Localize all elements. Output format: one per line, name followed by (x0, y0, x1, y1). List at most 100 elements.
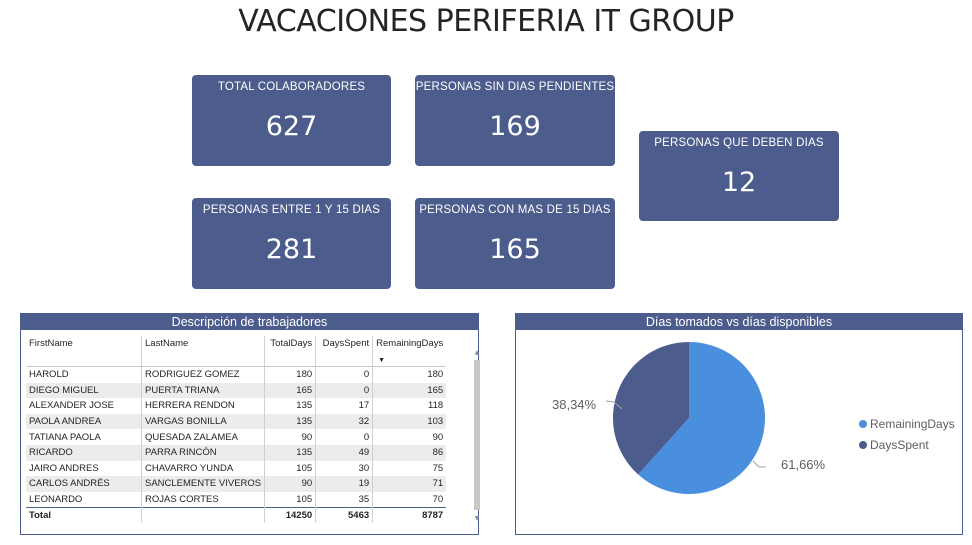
scrollbar-thumb[interactable] (474, 360, 480, 510)
card-label: PERSONAS CON MAS DE 15 DIAS (419, 204, 611, 216)
cell-firstname: PAOLA ANDREA (26, 413, 142, 430)
cell-daysspent: 49 (315, 444, 374, 461)
legend-item-daysspent[interactable]: DaysSpent (859, 438, 929, 452)
table-scrollbar[interactable]: ▲ ▼ (474, 350, 480, 522)
cell-firstname: ALEXANDER JOSE (26, 398, 142, 414)
column-header-label: RemainingDays (376, 338, 444, 349)
cell-remainingdays: 70 (432, 494, 444, 506)
cell-lastname: ROJAS CORTES (141, 491, 266, 508)
total-daysspent: 5463 (315, 507, 374, 524)
cell-remainingdays: 180 (427, 369, 444, 381)
total-totaldays: 14250 (264, 507, 317, 524)
leader-line-daysspent (605, 400, 623, 410)
table-row[interactable]: RICARDO PARRA RINCÓN 135 49 86 (26, 444, 447, 461)
total-remainingdays: 8787 (372, 507, 447, 524)
card-label: PERSONAS SIN DIAS PENDIENTES (415, 81, 615, 93)
card-label: TOTAL COLABORADORES (217, 81, 366, 93)
table-row[interactable]: JAIRO ANDRES CHAVARRO YUNDA 105 30 75 (26, 460, 446, 477)
cell-daysspent: 35 (315, 491, 374, 508)
column-header-lastname[interactable]: LastName (141, 336, 266, 367)
sort-descending-icon[interactable]: ▼ (378, 357, 386, 364)
cell-daysspent: 17 (315, 398, 374, 414)
cell-firstname: DIEGO MIGUEL (26, 382, 142, 399)
card-value: 627 (265, 111, 318, 142)
cell-firstname: LEONARDO (26, 491, 142, 508)
column-header-totaldays[interactable]: TotalDays (264, 336, 317, 367)
cell-remainingdays: 86 (372, 444, 447, 461)
cell-totaldays: 180 (264, 366, 317, 383)
cell-lastname: VARGAS BONILLA (141, 413, 266, 430)
legend-label: RemainingDays (870, 417, 955, 431)
card-value: 12 (721, 167, 757, 198)
scroll-up-icon[interactable]: ▲ (474, 349, 480, 356)
table-row[interactable]: PAOLA ANDREA VARGAS BONILLA 135 32 103 (26, 413, 447, 430)
cell-totaldays: 105 (264, 491, 317, 508)
card-label: PERSONAS ENTRE 1 Y 15 DIAS (202, 204, 381, 216)
cell-daysspent: 32 (315, 413, 374, 430)
card-entre-1-y-15-dias[interactable]: PERSONAS ENTRE 1 Y 15 DIAS 281 (192, 198, 391, 289)
table-row[interactable]: HAROLD RODRIGUEZ GOMEZ 180 0 180 (26, 366, 446, 383)
pie-chart (605, 342, 766, 494)
cell-lastname: QUESADA ZALAMEA (141, 429, 266, 445)
pie-label-remainingdays: 61,66% (781, 457, 826, 472)
cell-daysspent: 19 (315, 476, 374, 492)
total-label: Total (26, 507, 142, 524)
cell-totaldays: 135 (264, 413, 317, 430)
pie-chart-panel: Días tomados vs días disponibles 38,34% … (515, 313, 963, 535)
table-title: Descripción de trabajadores (21, 314, 478, 330)
card-mas-de-15-dias[interactable]: PERSONAS CON MAS DE 15 DIAS 165 (415, 198, 615, 289)
cell-remainingdays: 118 (428, 400, 444, 412)
cell-firstname: JAIRO ANDRES (26, 460, 142, 477)
table-row[interactable]: CARLOS ANDRÉS SANCLEMENTE VIVEROS 90 19 71 (26, 476, 447, 492)
scroll-down-icon[interactable]: ▼ (474, 515, 480, 522)
card-value: 281 (265, 234, 318, 265)
cell-daysspent: 0 (315, 366, 374, 383)
pie-label-daysspent: 38,34% (552, 397, 597, 412)
cell-remainingdays: 71 (372, 476, 447, 492)
legend-item-remainingdays[interactable]: RemainingDays (859, 417, 955, 431)
page-title: VACACIONES PERIFERIA IT GROUP (238, 4, 734, 39)
column-header-remainingdays[interactable]: RemainingDays ▼ (372, 336, 447, 367)
card-value: 169 (489, 111, 541, 142)
table-row[interactable]: LEONARDO ROJAS CORTES 105 35 70 (26, 491, 446, 508)
legend-dot-icon (859, 420, 867, 428)
card-sin-dias-pendientes[interactable]: PERSONAS SIN DIAS PENDIENTES 169 (415, 75, 615, 166)
cell-firstname: CARLOS ANDRÉS (26, 476, 142, 492)
column-header-daysspent[interactable]: DaysSpent (315, 336, 374, 367)
cell-lastname: PARRA RINCÓN (141, 444, 266, 461)
card-label: PERSONAS QUE DEBEN DIAS (654, 137, 824, 149)
cell-lastname: CHAVARRO YUNDA (141, 460, 266, 477)
cell-lastname: RODRIGUEZ GOMEZ (141, 366, 266, 383)
leader-line-remainingdays (752, 460, 766, 468)
cell-remainingdays: 165 (372, 382, 447, 399)
total-empty-cell (141, 507, 266, 524)
cell-firstname: TATIANA PAOLA (26, 429, 142, 445)
cell-firstname: HAROLD (26, 366, 142, 383)
table-row[interactable]: ALEXANDER JOSE HERRERA RENDON 135 17 118 (26, 398, 446, 414)
card-deben-dias[interactable]: PERSONAS QUE DEBEN DIAS 12 (639, 131, 839, 221)
table-row[interactable]: DIEGO MIGUEL PUERTA TRIANA 165 0 165 (26, 382, 447, 399)
pie-slice-daysspent[interactable] (613, 342, 689, 475)
cell-remainingdays: 90 (432, 431, 444, 443)
cell-daysspent: 0 (315, 429, 374, 445)
card-total-colaboradores[interactable]: TOTAL COLABORADORES 627 (192, 75, 391, 166)
table-row[interactable]: TATIANA PAOLA QUESADA ZALAMEA 90 0 90 (26, 429, 446, 445)
cell-totaldays: 135 (264, 398, 317, 414)
legend-dot-icon (859, 441, 867, 449)
cell-daysspent: 0 (315, 382, 374, 399)
cell-firstname: RICARDO (26, 444, 142, 461)
cell-totaldays: 105 (264, 460, 317, 477)
chart-title: Días tomados vs días disponibles (516, 314, 962, 330)
cell-totaldays: 90 (264, 429, 317, 445)
cell-remainingdays: 103 (372, 413, 447, 430)
column-header-firstname[interactable]: FirstName (26, 336, 142, 367)
cell-remainingdays: 75 (432, 462, 444, 474)
cell-daysspent: 30 (315, 460, 374, 477)
table-total-row: Total 14250 5463 8787 (26, 507, 447, 524)
pie-slice-remainingdays[interactable] (638, 342, 765, 494)
cell-totaldays: 90 (264, 476, 317, 492)
cell-totaldays: 135 (264, 444, 317, 461)
cell-totaldays: 165 (264, 382, 317, 399)
cell-lastname: SANCLEMENTE VIVEROS (141, 476, 266, 492)
legend-label: DaysSpent (870, 438, 929, 452)
